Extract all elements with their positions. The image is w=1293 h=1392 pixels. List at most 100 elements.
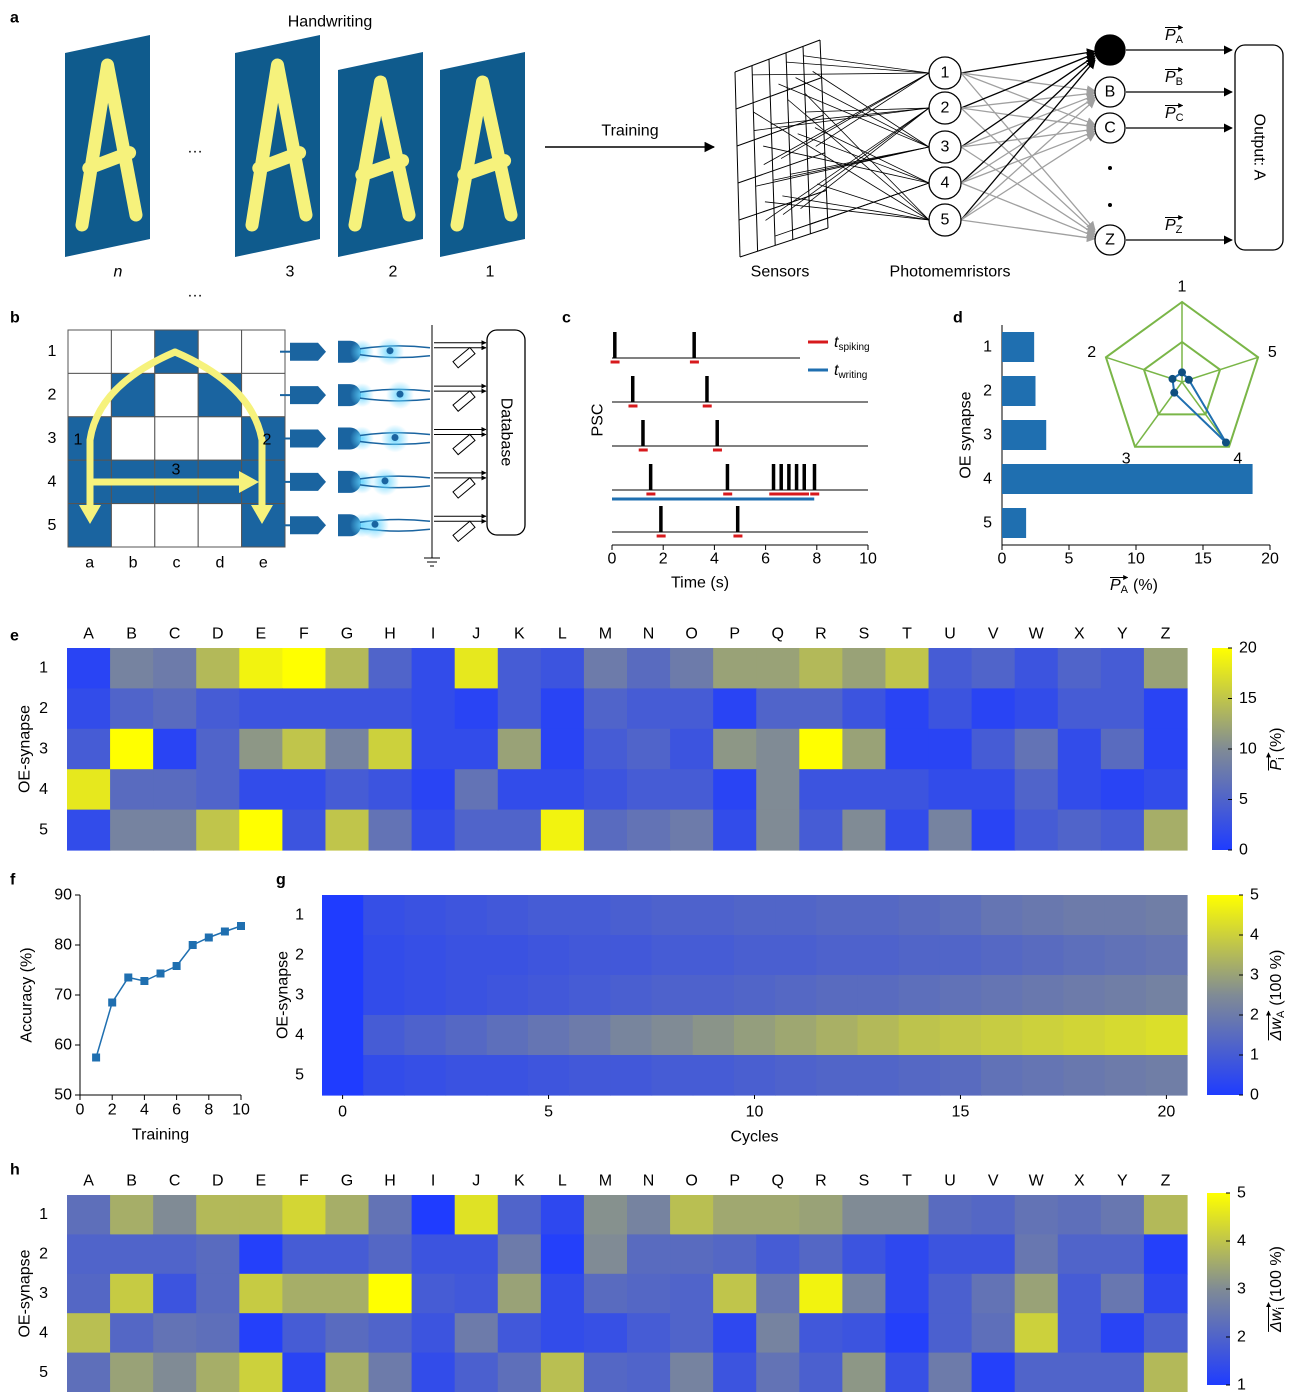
- heatmap-cell: [1015, 1195, 1059, 1235]
- sensor-head: [290, 473, 326, 491]
- photon: [387, 347, 394, 354]
- heatmap-cell: [1144, 769, 1188, 810]
- x-tick-label: 15: [1194, 551, 1212, 568]
- heatmap-cell: [541, 1234, 585, 1274]
- heatmap-cell: [325, 1274, 369, 1314]
- heatmap-cell: [652, 895, 694, 936]
- heatmap-cell: [972, 729, 1016, 770]
- spike: [736, 506, 740, 532]
- heatmap-cell: [652, 935, 694, 976]
- heatmap-cell: [412, 1195, 456, 1235]
- line-marker: [189, 941, 197, 949]
- column-label: L: [558, 626, 567, 643]
- heatmap-cell: [67, 769, 111, 810]
- heatmap-cell: [282, 729, 326, 770]
- heatmap-cell: [322, 1015, 364, 1056]
- heatmap-cell: [899, 895, 941, 936]
- ellipsis: …: [187, 140, 203, 157]
- heatmap-cell: [1101, 810, 1145, 851]
- sample-label: 1: [486, 264, 495, 281]
- radar-axis-label: 5: [1268, 344, 1277, 361]
- column-label: O: [685, 1173, 697, 1190]
- page-body: { "panel_labels": ["a","b","c","d","e","…: [0, 0, 1293, 1392]
- y-axis-label: OE-synapse: [17, 1249, 34, 1337]
- heatmap-cell: [816, 935, 858, 976]
- heatmap-cell: [885, 729, 929, 770]
- colorbar-tick-label: 4: [1250, 927, 1259, 944]
- pixel-cell: [242, 330, 285, 373]
- row-label: 1: [295, 907, 304, 924]
- spike: [692, 332, 696, 358]
- heatmap-cell: [282, 810, 326, 851]
- heatmap-cell: [652, 975, 694, 1016]
- spike: [705, 376, 709, 402]
- y-axis-label: Accuracy (%): [19, 947, 36, 1042]
- heatmap-cell: [153, 1313, 197, 1353]
- heatmap-cell: [569, 935, 611, 976]
- x-tick-label: 20: [1158, 1104, 1176, 1121]
- column-label: a: [85, 555, 94, 572]
- heatmap-cell: [842, 1195, 886, 1235]
- heatmap-cell: [584, 648, 628, 689]
- synapse-link: [961, 73, 1095, 91]
- glow: [350, 427, 374, 451]
- y-tick-label: 2: [983, 383, 992, 400]
- heatmap-cell: [528, 1055, 570, 1096]
- heatmap-cell: [670, 810, 714, 851]
- heatmap-cell: [239, 1274, 283, 1314]
- heatmap-cell: [153, 769, 197, 810]
- database-label: Database: [498, 398, 515, 467]
- heatmap-cell: [627, 688, 671, 729]
- x-tick-label: 8: [204, 1102, 213, 1119]
- heatmap-cell: [412, 1313, 456, 1353]
- heatmap-cell: [670, 729, 714, 770]
- heatmap-cell: [196, 1195, 240, 1235]
- column-label: N: [643, 626, 655, 643]
- column-label: B: [126, 626, 137, 643]
- heatmap-cell: [929, 688, 973, 729]
- heatmap-cell: [446, 895, 488, 936]
- x-tick-label: 4: [140, 1102, 149, 1119]
- heatmap-cell: [412, 769, 456, 810]
- heatmap-cell: [487, 895, 529, 936]
- heatmap-cell: [857, 1015, 899, 1056]
- line-marker: [108, 999, 116, 1007]
- heatmap-cell: [239, 1234, 283, 1274]
- heatmap-cell: [541, 1313, 585, 1353]
- heatmap-cell: [282, 1313, 326, 1353]
- heatmap-cell: [1015, 688, 1059, 729]
- heatmap-cell: [369, 1234, 413, 1274]
- heatmap-cell: [885, 1234, 929, 1274]
- heatmap-cell: [775, 975, 817, 1016]
- heatmap-cell: [369, 1353, 413, 1392]
- heatmap-cell: [446, 1055, 488, 1096]
- row-label: 5: [39, 821, 48, 838]
- column-label: Y: [1117, 1173, 1128, 1190]
- heatmap-cell: [455, 729, 499, 770]
- column-label: V: [988, 626, 999, 643]
- heatmap-cell: [756, 648, 800, 689]
- heatmap-cell: [885, 1274, 929, 1314]
- heatmap-cell: [196, 810, 240, 851]
- heatmap-cell: [734, 1055, 776, 1096]
- row-label: 5: [48, 517, 57, 534]
- vector-base: Δw: [1268, 1017, 1285, 1042]
- heatmap-cell: [1058, 1313, 1102, 1353]
- vector-base: P: [1165, 105, 1176, 122]
- heatmap-cell: [282, 1195, 326, 1235]
- heatmap-cell: [584, 1353, 628, 1392]
- heatmap-cell: [569, 1055, 611, 1096]
- radar-point: [1170, 389, 1178, 397]
- radar-axis-label: 3: [1122, 450, 1131, 467]
- sensor-link: [803, 56, 929, 73]
- column-label: M: [599, 626, 612, 643]
- heatmap-cell: [775, 1055, 817, 1096]
- heatmap-cell: [528, 895, 570, 936]
- spike: [641, 420, 645, 446]
- heatmap-cell: [1101, 1313, 1145, 1353]
- heatmap-cell: [981, 1015, 1023, 1056]
- heatmap-cell: [799, 1274, 843, 1314]
- row-label: 2: [39, 700, 48, 717]
- heatmap-cell: [322, 895, 364, 936]
- heatmap-cell: [196, 648, 240, 689]
